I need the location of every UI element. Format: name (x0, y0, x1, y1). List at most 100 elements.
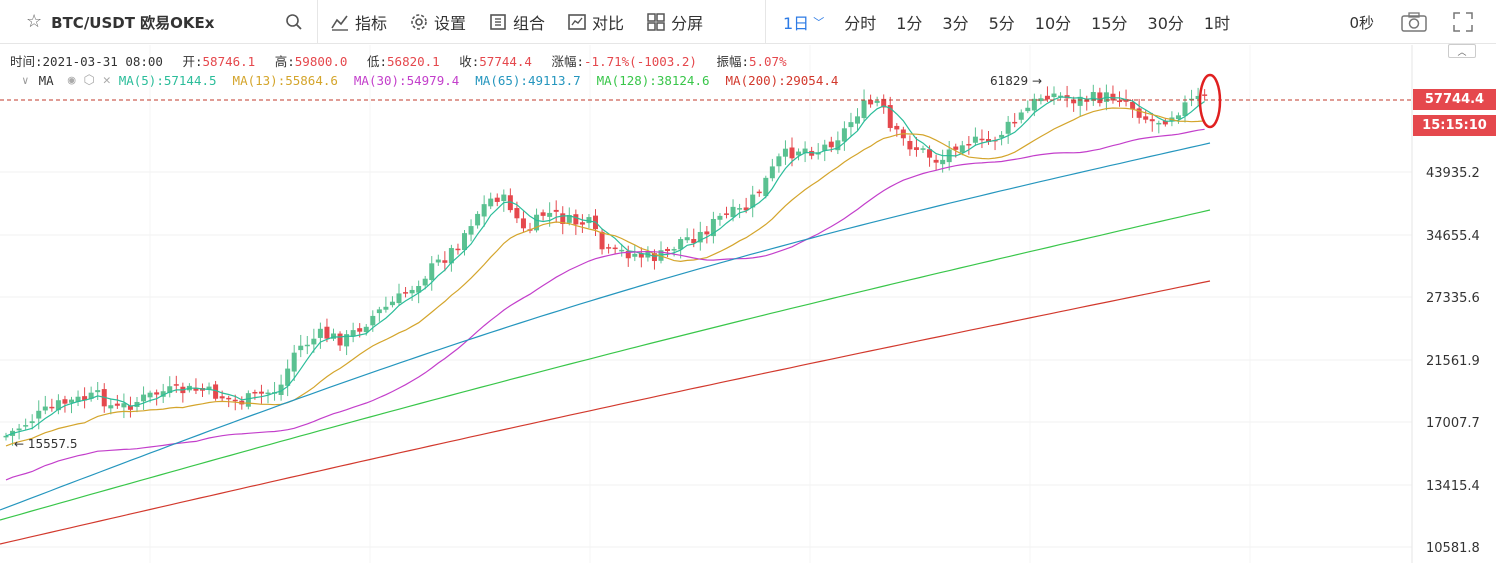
period-1h[interactable]: 1时 (1203, 14, 1231, 33)
candle-body (167, 386, 173, 393)
candle-body (245, 393, 251, 407)
ma200-value: MA(200):29054.4 (725, 73, 839, 88)
candle-body (789, 147, 795, 159)
candle-body (331, 333, 336, 339)
candle-body (671, 249, 677, 251)
period-15m[interactable]: 15分 (1091, 14, 1128, 33)
candle-body (1162, 120, 1168, 125)
open-value: 58746.1 (202, 54, 256, 69)
countdown-tag: 15:15:10 (1413, 115, 1496, 136)
candle-body (868, 100, 874, 105)
candle-body (1175, 115, 1181, 120)
period-1d[interactable]: 1日 ﹀ (783, 10, 824, 34)
chevron-down-icon[interactable]: ∨ (22, 74, 29, 87)
candle-body (455, 248, 461, 251)
high-marker: 61829 → (990, 74, 1043, 88)
candle-body (724, 213, 729, 215)
split-screen-button[interactable]: 分屏 (646, 10, 703, 34)
candle-body (861, 100, 867, 119)
candle-body (383, 306, 389, 310)
candle-body (389, 301, 395, 306)
candle-body (193, 387, 199, 391)
candle-body (357, 328, 363, 332)
candle-body (1123, 99, 1129, 102)
candle-body (822, 144, 828, 151)
right-tools: 0秒 (1349, 0, 1496, 44)
indicator-icon (331, 15, 348, 31)
candle-body (691, 238, 697, 244)
candle-body (69, 399, 74, 403)
seconds-label[interactable]: 0秒 (1349, 13, 1374, 32)
candle-body (972, 136, 978, 143)
close-value: 57744.4 (479, 54, 532, 69)
candle-body (586, 217, 592, 224)
candle-body (121, 403, 127, 408)
compare-icon (568, 14, 586, 30)
candle-body (265, 392, 271, 395)
close-label: 收: (459, 54, 480, 69)
period-10m[interactable]: 10分 (1034, 14, 1072, 33)
candle-body (920, 148, 926, 150)
amplitude-label: 振幅: (716, 54, 749, 69)
candle-body (1044, 95, 1050, 100)
candle-body (1084, 99, 1090, 102)
ma128-value: MA(128):38124.6 (596, 73, 710, 88)
price-axis: 43935.2 34655.4 27335.6 21561.9 17007.7 13415… (1426, 166, 1480, 556)
search-icon[interactable] (285, 13, 303, 31)
candle-body (1012, 121, 1018, 124)
candle-body (154, 392, 160, 395)
period-30m[interactable]: 30分 (1147, 14, 1184, 33)
candle-body (684, 237, 690, 241)
candle-body (514, 208, 520, 219)
compare-button[interactable]: 对比 (567, 10, 624, 34)
candle-body (1038, 98, 1044, 102)
candle-body (619, 249, 625, 252)
split-screen-icon (647, 13, 665, 31)
ma5-value: MA(5):57144.5 (118, 73, 217, 88)
candle-body (416, 286, 422, 293)
expand-icon[interactable] (1452, 11, 1474, 33)
candle-body (507, 195, 513, 211)
candle-body (848, 122, 854, 128)
period-3m[interactable]: 3分 (942, 14, 969, 33)
candle-body (625, 250, 631, 259)
candle-body (1005, 121, 1011, 134)
kline-chart[interactable]: 43935.2 34655.4 27335.6 21561.9 17007.7 13415… (0, 45, 1496, 563)
candle-body (1077, 96, 1083, 106)
settings-button[interactable]: 设置 (409, 10, 466, 34)
candle-body (36, 410, 42, 419)
candle-body (488, 198, 494, 207)
ma13-line (5, 107, 1205, 447)
candle-body (986, 139, 991, 142)
settings-hex-icon[interactable]: ⬡ (83, 73, 95, 88)
camera-icon[interactable] (1400, 11, 1428, 33)
collapse-toggle[interactable]: ︿ (1448, 44, 1476, 58)
candle-body (1018, 112, 1024, 120)
price-axis-label: 17007.7 (1426, 416, 1480, 431)
price-axis-label: 27335.6 (1426, 291, 1480, 306)
change-label: 涨幅: (551, 54, 585, 69)
combine-button[interactable]: 组合 (488, 10, 545, 34)
candle-body (29, 421, 35, 424)
indicator-label: 指标 (355, 14, 388, 33)
candle-body (809, 150, 815, 156)
price-axis-label: 13415.4 (1426, 479, 1480, 494)
period-timeshare[interactable]: 分时 (844, 14, 877, 33)
close-icon[interactable]: ✕ (102, 73, 111, 88)
candle-body (468, 226, 474, 235)
period-1m[interactable]: 1分 (896, 14, 923, 33)
symbol-title[interactable]: BTC/USDT 欧易OKEx (51, 13, 215, 32)
candle-body (710, 218, 716, 237)
candle-body (697, 231, 703, 243)
candle-body (1136, 108, 1142, 118)
change-value: -1.71%(-1003.2) (584, 54, 697, 69)
eye-icon[interactable]: ◉ (67, 73, 76, 88)
high-value: 59800.0 (294, 54, 348, 69)
period-5m[interactable]: 5分 (988, 14, 1015, 33)
candle-body (278, 384, 284, 395)
indicator-button[interactable]: 指标 (330, 10, 387, 34)
candle-body (750, 194, 756, 208)
candle-body (114, 403, 120, 406)
star-icon[interactable]: ☆ (26, 11, 43, 32)
candle-body (448, 248, 454, 264)
